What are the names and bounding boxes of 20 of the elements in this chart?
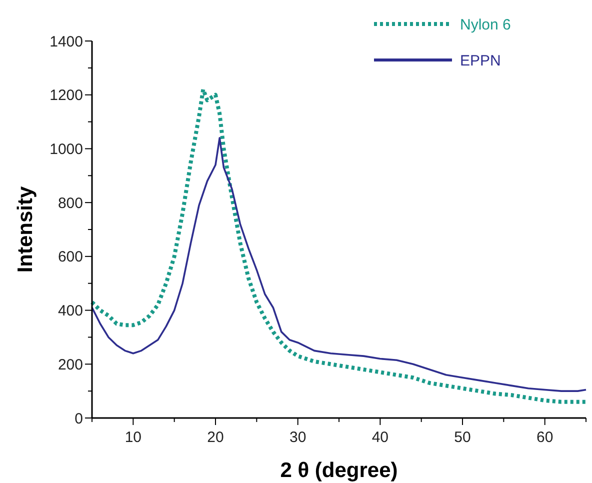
y-tick-label: 1000 — [50, 140, 83, 158]
x-tick-label: 50 — [454, 429, 471, 446]
x-tick-label: 40 — [372, 429, 389, 446]
x-tick-label: 10 — [124, 429, 142, 446]
y-tick-label: 1400 — [50, 33, 83, 50]
x-tick-label: 20 — [207, 429, 224, 446]
line-series — [90, 87, 588, 404]
y-tick-label: 600 — [58, 248, 83, 266]
x-tick-label: 60 — [536, 429, 554, 446]
line-series — [91, 137, 587, 392]
y-tick-label: 1200 — [50, 87, 83, 104]
y-tick-label: 400 — [58, 302, 83, 320]
y-axis-title: Intensity — [14, 186, 37, 273]
x-tick-label: 30 — [289, 429, 306, 446]
y-tick-label: 200 — [58, 356, 83, 374]
text: Nylon 6 — [460, 16, 511, 34]
x-axis-title: 2 θ (degree) — [280, 459, 398, 482]
y-tick-label: 0 — [74, 410, 83, 428]
y-tick-label: 800 — [58, 194, 83, 212]
text: EPPN — [460, 52, 501, 70]
